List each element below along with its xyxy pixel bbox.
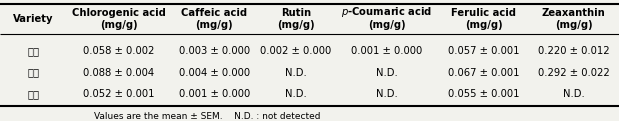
Text: N.D.: N.D. [285, 89, 307, 99]
Text: 0.220 ± 0.012: 0.220 ± 0.012 [538, 46, 610, 56]
Text: 0.292 ± 0.022: 0.292 ± 0.022 [538, 68, 610, 78]
Text: 청명: 청명 [27, 46, 40, 56]
Text: Variety: Variety [13, 14, 54, 24]
Text: 0.057 ± 0.001: 0.057 ± 0.001 [448, 46, 519, 56]
Text: Zeaxanthin
(mg/g): Zeaxanthin (mg/g) [542, 8, 606, 30]
Text: 청홍: 청홍 [27, 89, 40, 99]
Text: $p$-Coumaric acid: $p$-Coumaric acid [341, 5, 432, 19]
Text: Ferulic acid
(mg/g): Ferulic acid (mg/g) [451, 8, 516, 30]
Text: 0.088 ± 0.004: 0.088 ± 0.004 [83, 68, 154, 78]
Text: 0.004 ± 0.000: 0.004 ± 0.000 [178, 68, 249, 78]
Text: Caffeic acid
(mg/g): Caffeic acid (mg/g) [181, 8, 247, 30]
Text: 0.055 ± 0.001: 0.055 ± 0.001 [448, 89, 519, 99]
Text: (mg/g): (mg/g) [368, 20, 405, 30]
Text: 0.058 ± 0.002: 0.058 ± 0.002 [83, 46, 155, 56]
Text: 청운: 청운 [27, 68, 40, 78]
Text: 0.001 ± 0.000: 0.001 ± 0.000 [178, 89, 249, 99]
Text: Rutin
(mg/g): Rutin (mg/g) [277, 8, 315, 30]
Text: N.D.: N.D. [285, 68, 307, 78]
Text: 0.001 ± 0.000: 0.001 ± 0.000 [351, 46, 422, 56]
Text: N.D.: N.D. [376, 89, 397, 99]
Text: N.D.: N.D. [376, 68, 397, 78]
Text: 0.002 ± 0.000: 0.002 ± 0.000 [261, 46, 332, 56]
Text: Values are the mean ± SEM.    N.D. : not detected: Values are the mean ± SEM. N.D. : not de… [94, 112, 321, 121]
Text: 0.052 ± 0.001: 0.052 ± 0.001 [83, 89, 155, 99]
Text: N.D.: N.D. [563, 89, 585, 99]
Text: 0.067 ± 0.001: 0.067 ± 0.001 [448, 68, 519, 78]
Text: Chlorogenic acid
(mg/g): Chlorogenic acid (mg/g) [72, 8, 166, 30]
Text: 0.003 ± 0.000: 0.003 ± 0.000 [178, 46, 249, 56]
